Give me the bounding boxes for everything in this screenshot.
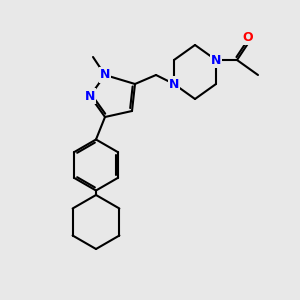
Text: N: N [169, 77, 179, 91]
Text: N: N [100, 68, 110, 82]
Text: N: N [211, 53, 221, 67]
Text: O: O [242, 31, 253, 44]
Text: N: N [85, 89, 95, 103]
